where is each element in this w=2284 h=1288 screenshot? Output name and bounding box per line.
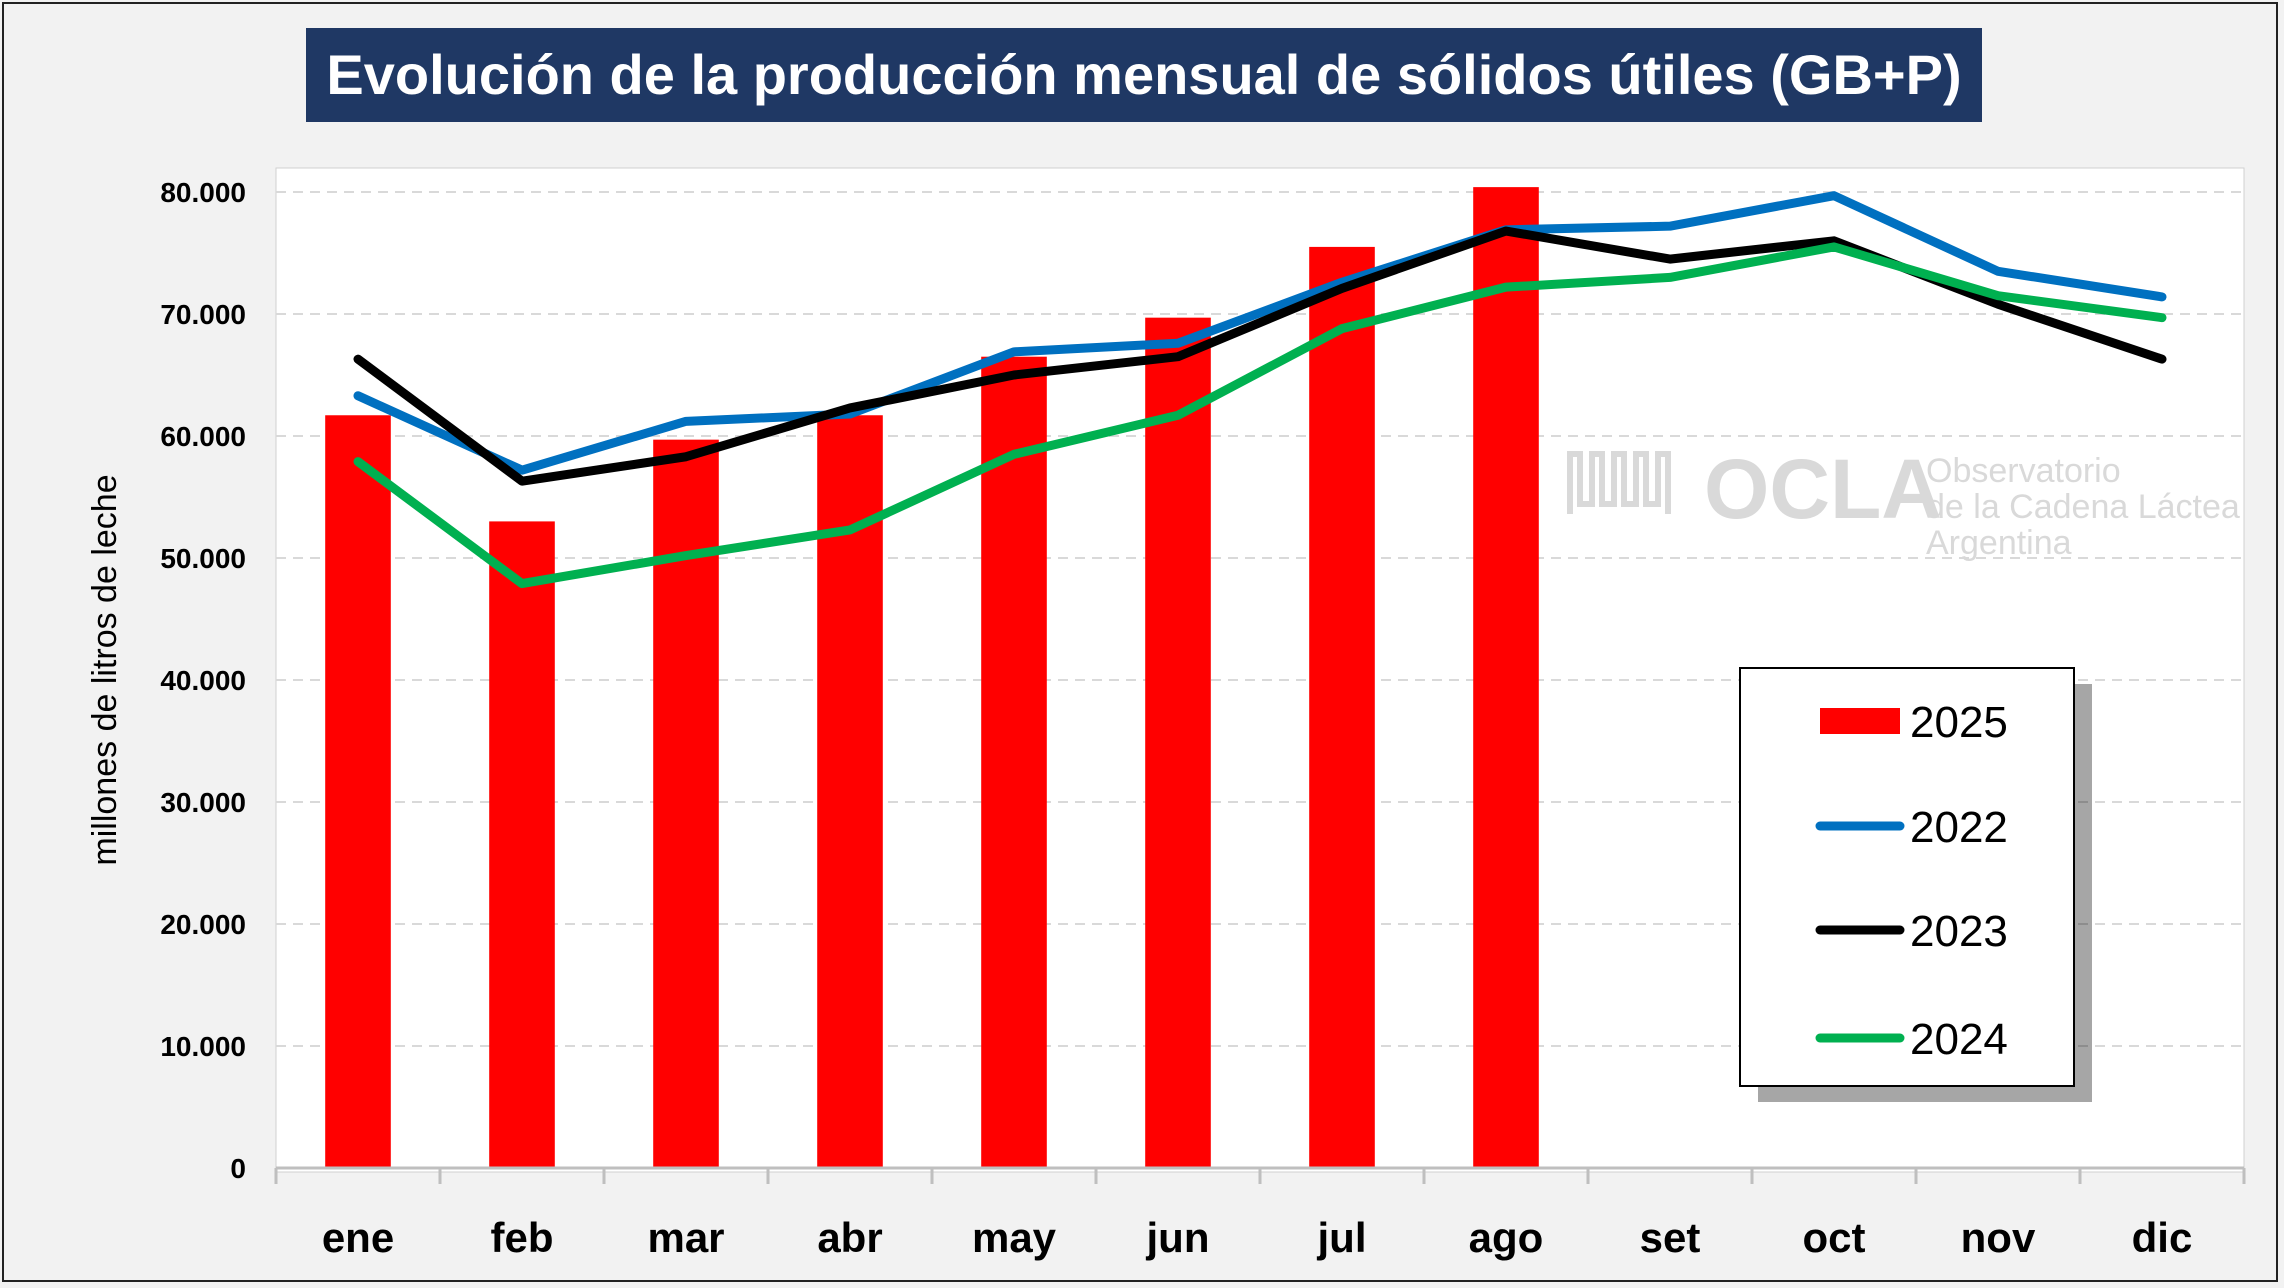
legend-label-2025: 2025 xyxy=(1910,698,2008,747)
y-tick-label: 30.000 xyxy=(160,787,246,818)
line-series-2024 xyxy=(353,242,2167,589)
bar-2025-jun xyxy=(1145,317,1211,1168)
line-series-2022 xyxy=(353,191,2167,475)
legend-swatch-2025 xyxy=(1820,708,1900,734)
x-tick-label: ene xyxy=(322,1214,394,1261)
watermark-line-1: Observatorio xyxy=(1926,452,2121,490)
axes: 0 10.000 20.000 30.000 40.000 50.000 60.000 70.… xyxy=(160,177,2246,1261)
ocla-logo-icon xyxy=(1567,451,1671,514)
y-tick-label: 50.000 xyxy=(160,543,246,574)
line-series xyxy=(353,191,2167,589)
x-tick-label: mar xyxy=(647,1214,724,1261)
legend-label-2023: 2023 xyxy=(1910,907,2008,956)
ocla-watermark: OCLA Observatorio de la Cadena Láctea Ar… xyxy=(1567,442,2240,562)
chart: Evolución de la producción mensual de só… xyxy=(86,28,2246,1261)
bar-series-2025 xyxy=(325,187,1539,1168)
x-tick-label: feb xyxy=(491,1214,554,1261)
y-tick-label: 80.000 xyxy=(160,177,246,208)
bar-2025-jul xyxy=(1309,246,1375,1168)
legend-box xyxy=(1739,667,2075,1087)
bar-2025-ene xyxy=(325,415,391,1168)
legend: 2025 2022 2023 2024 xyxy=(1739,667,2092,1102)
y-tick-label: 0 xyxy=(230,1153,246,1184)
bar-2025-ago xyxy=(1473,187,1539,1168)
x-tick-label: jun xyxy=(1146,1214,1210,1261)
legend-label-2024: 2024 xyxy=(1910,1015,2008,1064)
x-tick-label: oct xyxy=(1803,1214,1866,1261)
y-axis-label: millones de litros de leche xyxy=(86,474,124,865)
y-tick-label: 70.000 xyxy=(160,299,246,330)
x-tick-label: dic xyxy=(2132,1214,2193,1261)
x-tick-label: abr xyxy=(817,1214,882,1261)
bar-2025-abr xyxy=(817,415,883,1168)
title-banner xyxy=(306,28,1982,122)
x-tick-label: jul xyxy=(1317,1214,1367,1261)
x-tick-label: ago xyxy=(1469,1214,1544,1261)
x-tick-label: nov xyxy=(1961,1214,2036,1261)
watermark-logo-text: OCLA xyxy=(1704,442,1942,536)
bar-2025-may xyxy=(981,356,1047,1168)
chart-title: Evolución de la producción mensual de só… xyxy=(326,43,1961,106)
y-tick-label: 20.000 xyxy=(160,909,246,940)
x-tick-label: may xyxy=(972,1214,1057,1261)
watermark-line-3: Argentina xyxy=(1926,524,2072,562)
bar-2025-feb xyxy=(489,521,555,1168)
legend-label-2022: 2022 xyxy=(1910,803,2008,852)
y-tick-label: 10.000 xyxy=(160,1031,246,1062)
y-tick-label: 40.000 xyxy=(160,665,246,696)
y-tick-label: 60.000 xyxy=(160,421,246,452)
x-tick-label: set xyxy=(1640,1214,1701,1261)
watermark-line-2: de la Cadena Láctea xyxy=(1926,488,2240,526)
